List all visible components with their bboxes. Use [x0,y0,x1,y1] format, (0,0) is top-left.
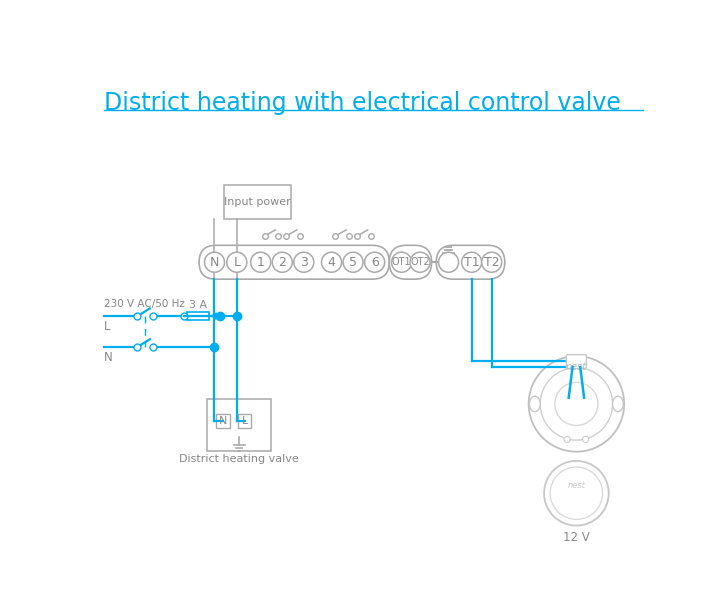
Bar [216,414,230,428]
Text: District heating with electrical control valve: District heating with electrical control… [103,91,620,115]
Circle shape [544,461,609,526]
Circle shape [529,356,624,451]
Circle shape [322,252,341,272]
Circle shape [205,252,224,272]
Text: Input power: Input power [224,197,291,207]
Text: 6: 6 [371,256,379,268]
Text: 5: 5 [349,256,357,268]
Text: 3 A: 3 A [189,301,207,310]
Text: L: L [233,256,240,268]
FancyBboxPatch shape [187,312,209,320]
Text: N: N [103,351,112,364]
Text: 230 V AC/50 Hz: 230 V AC/50 Hz [103,299,184,309]
Circle shape [462,252,482,272]
Bar [207,399,272,451]
Text: L: L [103,320,110,333]
Circle shape [294,252,314,272]
Circle shape [482,252,502,272]
Circle shape [438,252,459,272]
Text: N: N [210,256,219,268]
FancyBboxPatch shape [199,245,389,279]
Text: T2: T2 [484,256,499,268]
FancyBboxPatch shape [389,245,432,279]
Circle shape [227,252,247,272]
Circle shape [365,252,384,272]
Ellipse shape [529,396,540,412]
Ellipse shape [582,436,589,443]
Circle shape [540,368,612,440]
Text: 4: 4 [328,256,336,268]
Circle shape [555,383,598,425]
Text: L: L [242,416,248,426]
Text: 3: 3 [300,256,308,268]
Text: 12 V: 12 V [563,532,590,544]
Circle shape [410,252,430,272]
Circle shape [272,252,292,272]
Circle shape [343,252,363,272]
Ellipse shape [612,396,623,412]
Bar [223,185,291,219]
Circle shape [250,252,271,272]
Ellipse shape [564,436,570,443]
Text: nest: nest [566,362,587,372]
FancyBboxPatch shape [436,245,505,279]
FancyBboxPatch shape [566,355,586,368]
Text: 1: 1 [257,256,264,268]
Text: 2: 2 [278,256,286,268]
Text: N: N [218,416,227,426]
Text: nest: nest [567,481,585,490]
Text: OT2: OT2 [410,257,430,267]
Text: District heating valve: District heating valve [179,454,299,463]
Text: OT1: OT1 [392,257,411,267]
Circle shape [392,252,411,272]
Circle shape [550,467,603,519]
Bar [237,414,251,428]
Text: T1: T1 [464,256,480,268]
